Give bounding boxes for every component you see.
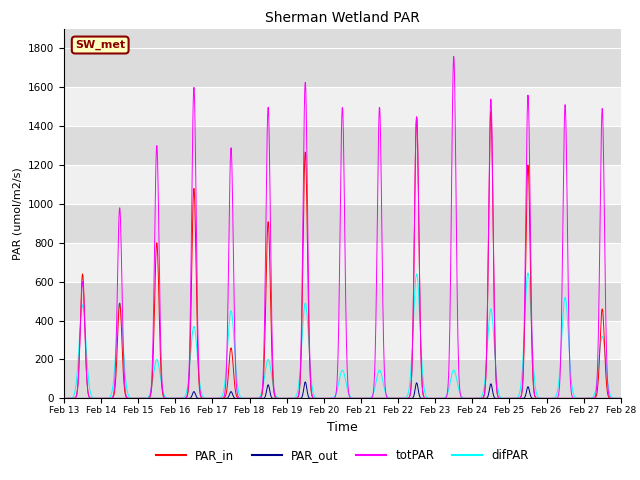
totPAR	[184, 388, 191, 394]
Y-axis label: PAR (umol/m2/s): PAR (umol/m2/s)	[12, 167, 22, 260]
difPAR	[60, 396, 68, 401]
Legend: PAR_in, PAR_out, totPAR, difPAR: PAR_in, PAR_out, totPAR, difPAR	[152, 444, 533, 467]
difPAR	[357, 396, 365, 401]
X-axis label: Time: Time	[327, 420, 358, 433]
Bar	[64, 243, 621, 282]
Bar	[64, 48, 621, 87]
PAR_out	[617, 396, 625, 401]
Line: PAR_out: PAR_out	[64, 382, 621, 398]
totPAR	[450, 54, 458, 60]
Bar	[64, 360, 621, 398]
totPAR	[170, 396, 178, 401]
PAR_out	[184, 396, 191, 401]
difPAR	[552, 394, 559, 400]
Bar	[64, 165, 621, 204]
PAR_in	[60, 396, 68, 401]
Bar	[64, 204, 621, 243]
PAR_in	[170, 396, 178, 401]
PAR_in	[357, 396, 365, 401]
Title: Sherman Wetland PAR: Sherman Wetland PAR	[265, 11, 420, 25]
totPAR	[246, 396, 254, 401]
PAR_in	[246, 396, 254, 401]
PAR_out	[502, 396, 509, 401]
totPAR	[617, 396, 625, 401]
PAR_in	[429, 396, 437, 401]
Line: PAR_in: PAR_in	[64, 112, 621, 398]
Bar	[64, 87, 621, 126]
totPAR	[429, 396, 436, 401]
totPAR	[551, 396, 559, 401]
PAR_in	[184, 391, 191, 396]
PAR_out	[429, 396, 437, 401]
Bar	[64, 282, 621, 321]
PAR_in	[617, 396, 625, 401]
difPAR	[246, 396, 254, 401]
totPAR	[60, 396, 68, 401]
PAR_out	[60, 396, 68, 401]
difPAR	[184, 382, 191, 388]
PAR_out	[301, 379, 309, 385]
difPAR	[617, 396, 625, 401]
difPAR	[170, 396, 178, 401]
Bar	[64, 321, 621, 360]
Bar	[64, 126, 621, 165]
PAR_in	[552, 396, 559, 401]
Line: totPAR: totPAR	[64, 57, 621, 398]
Text: SW_met: SW_met	[75, 40, 125, 50]
difPAR	[429, 396, 437, 401]
PAR_out	[170, 396, 178, 401]
PAR_in	[502, 396, 510, 401]
difPAR	[524, 270, 532, 276]
totPAR	[502, 396, 509, 401]
PAR_out	[551, 396, 559, 401]
difPAR	[502, 396, 509, 401]
PAR_in	[487, 109, 495, 115]
Line: difPAR: difPAR	[64, 273, 621, 398]
PAR_out	[246, 396, 254, 401]
